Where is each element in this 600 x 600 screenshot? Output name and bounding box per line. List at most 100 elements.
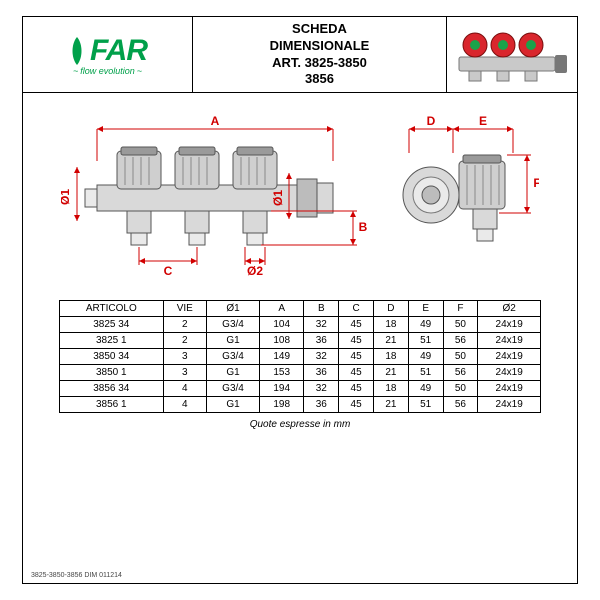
- table-cell: 51: [408, 333, 443, 349]
- table-cell: 4: [163, 381, 206, 397]
- title-line3: ART. 3825-3850: [272, 55, 367, 72]
- product-image-cell: [447, 17, 577, 92]
- dim-D: D: [427, 114, 436, 128]
- table-cell: 36: [304, 397, 339, 413]
- page-frame: FAR flow evolution SCHEDA DIMENSIONALE A…: [22, 16, 578, 584]
- dim-E: E: [479, 114, 487, 128]
- table-cell: 51: [408, 365, 443, 381]
- product-thumb-icon: [453, 25, 571, 85]
- table-cell: 3: [163, 349, 206, 365]
- logo-leaf-icon: [68, 36, 86, 66]
- footnote: Quote espresse in mm: [59, 419, 541, 430]
- table-header-cell: ARTICOLO: [60, 301, 164, 317]
- table-cell: 149: [260, 349, 304, 365]
- title-line1: SCHEDA: [292, 21, 347, 38]
- table-cell: 3850 1: [60, 365, 164, 381]
- logo-tagline: flow evolution: [71, 66, 144, 76]
- table-cell: 21: [373, 333, 408, 349]
- table-row: 3850 343G3/4149324518495024x19: [60, 349, 541, 365]
- dim-d1-left: Ø1: [61, 189, 72, 205]
- table-cell: 45: [339, 397, 374, 413]
- table-header-cell: A: [260, 301, 304, 317]
- dim-B: B: [359, 220, 368, 234]
- table-cell: 50: [443, 349, 478, 365]
- table-cell: 2: [163, 317, 206, 333]
- title-line4: 3856: [305, 71, 334, 88]
- table-cell: 24x19: [478, 397, 541, 413]
- table-cell: 3856 1: [60, 397, 164, 413]
- table-cell: 45: [339, 333, 374, 349]
- table-cell: 18: [373, 349, 408, 365]
- table-header-cell: B: [304, 301, 339, 317]
- title-line2: DIMENSIONALE: [270, 38, 370, 55]
- table-cell: 153: [260, 365, 304, 381]
- table-cell: 18: [373, 381, 408, 397]
- table-cell: 32: [304, 317, 339, 333]
- table-cell: 36: [304, 333, 339, 349]
- table-cell: 3825 34: [60, 317, 164, 333]
- table-cell: 45: [339, 349, 374, 365]
- doc-reference: 3825-3850-3856 DIM 011214: [31, 572, 122, 579]
- logo: FAR: [68, 34, 147, 68]
- table-header-cell: E: [408, 301, 443, 317]
- table-cell: 18: [373, 317, 408, 333]
- diagram-row: A Ø1: [33, 111, 567, 286]
- table-cell: 45: [339, 365, 374, 381]
- title-cell: SCHEDA DIMENSIONALE ART. 3825-3850 3856: [193, 17, 447, 92]
- table-cell: 56: [443, 365, 478, 381]
- table-cell: 56: [443, 397, 478, 413]
- table-cell: 50: [443, 317, 478, 333]
- table-cell: 3856 34: [60, 381, 164, 397]
- header: FAR flow evolution SCHEDA DIMENSIONALE A…: [23, 17, 577, 93]
- dim-C: C: [164, 264, 173, 278]
- table-cell: G3/4: [207, 381, 260, 397]
- table-cell: G3/4: [207, 317, 260, 333]
- table-cell: G1: [207, 397, 260, 413]
- table-cell: 49: [408, 317, 443, 333]
- table-cell: 49: [408, 381, 443, 397]
- table-cell: 104: [260, 317, 304, 333]
- dim-F: F: [533, 176, 539, 190]
- table-cell: 32: [304, 381, 339, 397]
- side-view: D E: [389, 111, 539, 286]
- table-header-cell: Ø1: [207, 301, 260, 317]
- table-header-cell: D: [373, 301, 408, 317]
- table-cell: 194: [260, 381, 304, 397]
- table-header-cell: Ø2: [478, 301, 541, 317]
- table-header-cell: F: [443, 301, 478, 317]
- table-cell: 21: [373, 397, 408, 413]
- dim-d1-right: Ø1: [271, 190, 285, 206]
- table-cell: G1: [207, 333, 260, 349]
- dim-d2: Ø2: [247, 264, 263, 278]
- table-cell: 3825 1: [60, 333, 164, 349]
- logo-text: FAR: [90, 34, 147, 68]
- table-cell: 45: [339, 381, 374, 397]
- table-cell: 24x19: [478, 333, 541, 349]
- table-cell: 21: [373, 365, 408, 381]
- table-cell: 51: [408, 397, 443, 413]
- table-cell: 32: [304, 349, 339, 365]
- table-cell: 50: [443, 381, 478, 397]
- table-cell: 2: [163, 333, 206, 349]
- table-cell: 4: [163, 397, 206, 413]
- table-row: 3850 13G1153364521515624x19: [60, 365, 541, 381]
- table-cell: G1: [207, 365, 260, 381]
- table-cell: 49: [408, 349, 443, 365]
- table-row: 3825 12G1108364521515624x19: [60, 333, 541, 349]
- dim-A: A: [211, 114, 220, 128]
- table-cell: 24x19: [478, 365, 541, 381]
- table-row: 3825 342G3/4104324518495024x19: [60, 317, 541, 333]
- table-wrap: ARTICOLOVIEØ1ABCDEFØ2 3825 342G3/4104324…: [33, 300, 567, 430]
- table-cell: 198: [260, 397, 304, 413]
- table-cell: 3850 34: [60, 349, 164, 365]
- diagram-area: A Ø1: [23, 93, 577, 583]
- front-view: A Ø1: [61, 111, 371, 286]
- table-row: 3856 344G3/4194324518495024x19: [60, 381, 541, 397]
- table-cell: G3/4: [207, 349, 260, 365]
- table-header-cell: C: [339, 301, 374, 317]
- dimension-table: ARTICOLOVIEØ1ABCDEFØ2 3825 342G3/4104324…: [59, 300, 541, 413]
- table-row: 3856 14G1198364521515624x19: [60, 397, 541, 413]
- table-cell: 45: [339, 317, 374, 333]
- table-cell: 24x19: [478, 317, 541, 333]
- table-cell: 24x19: [478, 349, 541, 365]
